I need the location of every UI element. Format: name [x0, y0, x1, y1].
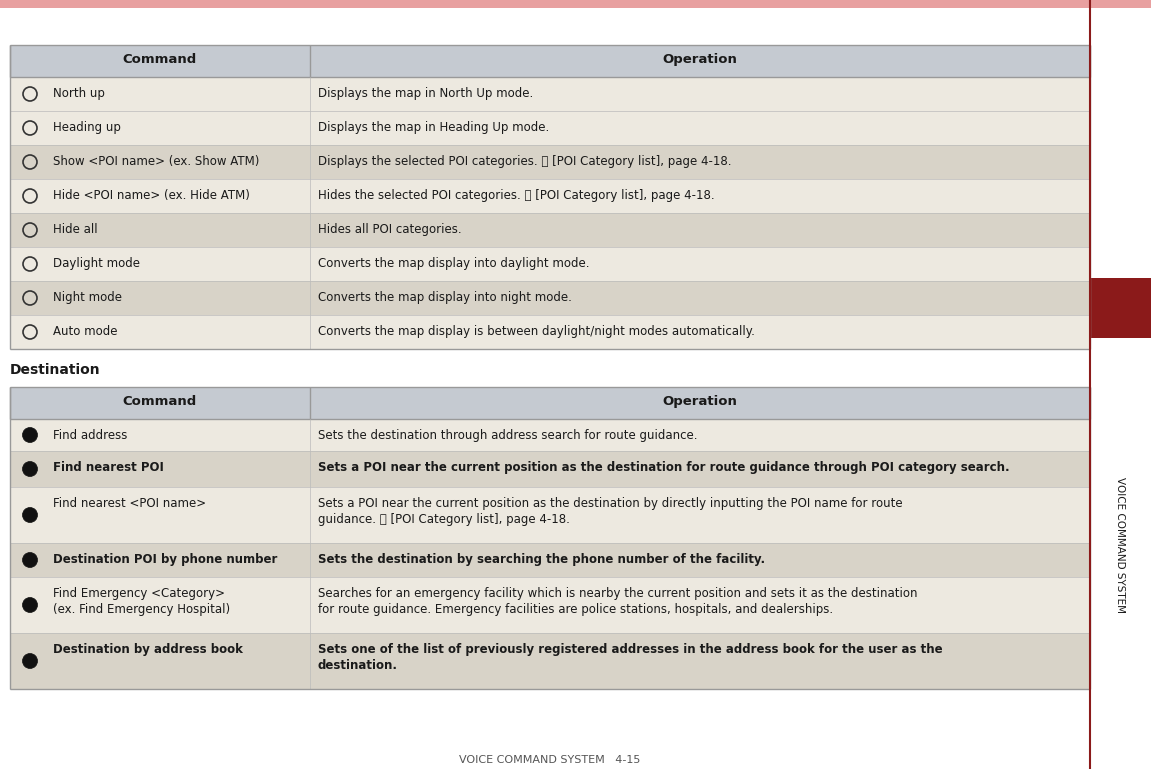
- Bar: [10, 247, 1090, 281]
- Bar: [10, 419, 1090, 451]
- Text: Sets the destination by searching the phone number of the facility.: Sets the destination by searching the ph…: [318, 553, 765, 566]
- Text: Destination: Destination: [10, 363, 100, 377]
- Text: Converts the map display into night mode.: Converts the map display into night mode…: [318, 291, 572, 304]
- Text: Hide all: Hide all: [53, 223, 98, 236]
- Text: Converts the map display into daylight mode.: Converts the map display into daylight m…: [318, 257, 589, 270]
- Text: Displays the map in North Up mode.: Displays the map in North Up mode.: [318, 87, 533, 100]
- Bar: [10, 45, 1090, 77]
- Bar: [10, 111, 1090, 145]
- Text: Operation: Operation: [663, 53, 738, 66]
- Bar: [10, 633, 1090, 689]
- Text: Show <POI name> (ex. Show ATM): Show <POI name> (ex. Show ATM): [53, 155, 259, 168]
- Text: Hides all POI categories.: Hides all POI categories.: [318, 223, 462, 236]
- Bar: [10, 213, 1090, 247]
- Bar: [10, 315, 1090, 349]
- Text: Sets a POI near the current position as the destination by directly inputting th: Sets a POI near the current position as …: [318, 497, 902, 526]
- Text: Searches for an emergency facility which is nearby the current position and sets: Searches for an emergency facility which…: [318, 587, 917, 616]
- Text: North up: North up: [53, 87, 105, 100]
- Text: Operation: Operation: [663, 395, 738, 408]
- Text: VOICE COMMAND SYSTEM   4-15: VOICE COMMAND SYSTEM 4-15: [459, 755, 641, 765]
- Text: Find address: Find address: [53, 429, 128, 442]
- Text: Find nearest <POI name>: Find nearest <POI name>: [53, 497, 206, 510]
- Text: Auto mode: Auto mode: [53, 325, 117, 338]
- Bar: [10, 543, 1090, 577]
- Bar: [10, 387, 1090, 419]
- Text: Displays the selected POI categories. Ⓠ [POI Category list], page 4-18.: Displays the selected POI categories. Ⓠ …: [318, 155, 732, 168]
- Circle shape: [23, 552, 38, 568]
- Circle shape: [23, 654, 38, 668]
- Text: Sets one of the list of previously registered addresses in the address book for : Sets one of the list of previously regis…: [318, 643, 943, 672]
- Bar: [0, 0, 1151, 8]
- Text: VOICE COMMAND SYSTEM: VOICE COMMAND SYSTEM: [1115, 477, 1125, 613]
- Text: Heading up: Heading up: [53, 121, 121, 134]
- Bar: [10, 77, 1090, 111]
- Text: Destination by address book: Destination by address book: [53, 643, 243, 656]
- Text: Hide <POI name> (ex. Hide ATM): Hide <POI name> (ex. Hide ATM): [53, 189, 250, 202]
- Text: Converts the map display is between daylight/night modes automatically.: Converts the map display is between dayl…: [318, 325, 755, 338]
- Text: Night mode: Night mode: [53, 291, 122, 304]
- Bar: [10, 577, 1090, 633]
- Text: Hides the selected POI categories. Ⓠ [POI Category list], page 4-18.: Hides the selected POI categories. Ⓠ [PO…: [318, 189, 715, 202]
- Bar: [10, 487, 1090, 543]
- Bar: [10, 281, 1090, 315]
- Circle shape: [23, 461, 38, 477]
- Circle shape: [23, 508, 38, 522]
- Bar: [10, 179, 1090, 213]
- Circle shape: [23, 598, 38, 612]
- Circle shape: [23, 428, 38, 442]
- Text: Destination POI by phone number: Destination POI by phone number: [53, 553, 277, 566]
- Text: Command: Command: [123, 395, 197, 408]
- Text: Sets the destination through address search for route guidance.: Sets the destination through address sea…: [318, 429, 698, 442]
- Text: Displays the map in Heading Up mode.: Displays the map in Heading Up mode.: [318, 121, 549, 134]
- Text: Find nearest POI: Find nearest POI: [53, 461, 163, 474]
- Text: Daylight mode: Daylight mode: [53, 257, 140, 270]
- Bar: [10, 451, 1090, 487]
- Text: Command: Command: [123, 53, 197, 66]
- Text: Sets a POI near the current position as the destination for route guidance throu: Sets a POI near the current position as …: [318, 461, 1009, 474]
- Bar: [10, 145, 1090, 179]
- Bar: [1090, 278, 1151, 338]
- Text: Find Emergency <Category>
(ex. Find Emergency Hospital): Find Emergency <Category> (ex. Find Emer…: [53, 587, 230, 616]
